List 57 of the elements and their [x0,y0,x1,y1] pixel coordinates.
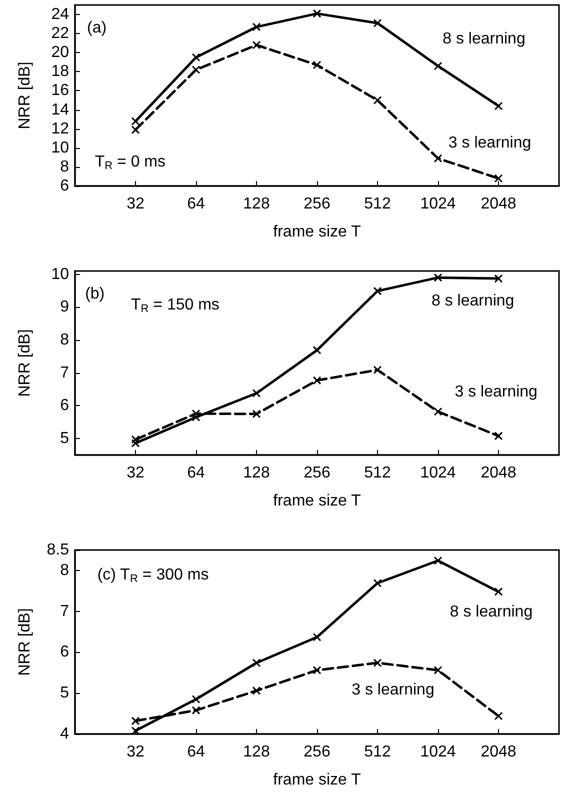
y-tick-label: 8 [60,332,70,348]
x-tick-label: 256 [304,196,330,212]
y-tick-label: 24 [51,6,70,24]
x-axis-title: frame size T [273,224,362,240]
annotation: (b) [85,286,105,302]
x-tick-label: 64 [187,464,205,482]
y-axis-title: NRR [dB] [16,62,34,130]
x-tick-label: 256 [304,464,330,482]
series-label: 3 s learning [448,134,532,152]
x-tick-label: 1024 [420,464,456,482]
y-tick-label: 7 [60,364,70,382]
y-axis-title: NRR [dB] [16,329,34,397]
x-tick-label: 1024 [420,196,456,212]
y-tick-label: 18 [51,63,70,80]
x-tick-label: 128 [243,464,270,482]
y-tick-label: 22 [51,25,70,42]
y-tick-label: 6 [60,178,70,194]
annotation: (a) [87,19,107,36]
x-tick-label: 512 [364,744,391,760]
series-label: 8 s learning [431,292,514,310]
y-tick-label: 9 [60,298,70,316]
series-label: 8 s learning [450,604,533,621]
x-tick-label: 32 [126,464,144,482]
y-tick-label: 10 [51,139,70,156]
x-tick-label: 64 [187,196,205,212]
y-tick-label: 14 [51,101,70,118]
series-label: 3 s learning [352,682,434,699]
y-tick-label: 6 [60,644,70,661]
y-axis-title: NRR [dB] [16,608,34,676]
x-tick-label: 128 [243,744,270,760]
x-tick-label: 512 [364,464,391,482]
y-tick-label: 16 [51,82,70,100]
series-label: 3 s learning [454,384,538,401]
y-tick-label: 20 [51,44,70,62]
y-tick-label: 5 [60,684,70,702]
x-tick-label: 64 [187,744,205,760]
y-tick-label: 7 [60,602,70,620]
y-tick-label: 10 [51,266,70,283]
x-tick-label: 32 [126,196,144,212]
x-tick-label: 256 [304,744,330,760]
y-tick-label: 6 [60,397,70,414]
x-axis-title: frame size T [273,772,362,788]
x-tick-label: 1024 [420,744,456,760]
x-axis-title: frame size T [273,492,362,510]
x-tick-label: 2048 [480,744,516,760]
y-tick-label: 8 [60,158,70,176]
y-tick-label: 4 [60,726,70,742]
y-tick-label: 12 [51,120,70,138]
x-tick-label: 128 [243,196,270,212]
x-tick-label: 2048 [480,464,516,482]
y-tick-label: 5 [60,430,70,448]
series-label: 8 s learning [442,30,526,48]
x-tick-label: 32 [126,744,144,760]
y-tick-label: 8 [60,562,70,579]
x-tick-label: 512 [364,196,391,212]
y-tick-label: 8.5 [46,542,70,558]
x-tick-label: 2048 [480,196,516,212]
